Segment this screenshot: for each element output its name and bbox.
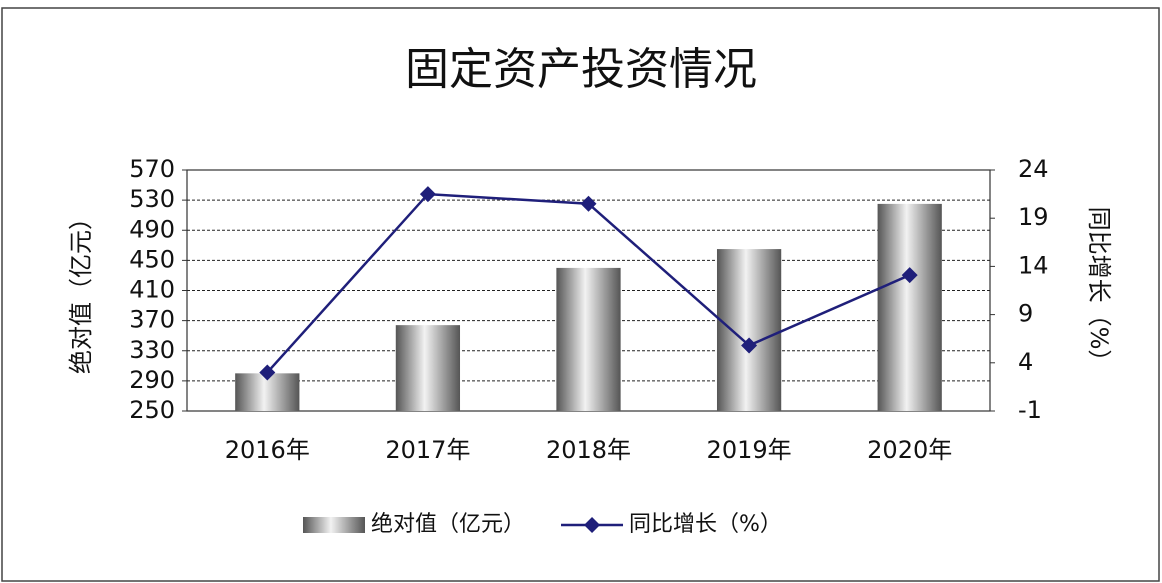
bar [716,249,782,411]
y-tick-label: 370 [129,306,175,334]
y-tick-label: 450 [129,245,175,273]
y-tick-label: 330 [129,336,175,364]
x-tick-label: 2017年 [385,436,470,464]
y-tick-label: 490 [129,215,175,243]
y2-tick-label: 19 [1018,203,1049,231]
y2-tick-label: 4 [1018,348,1033,376]
x-tick-label: 2016年 [225,436,310,464]
bar [395,325,461,411]
y-tick-label: 530 [129,185,175,213]
y-tick-label: 410 [129,276,175,304]
y2-tick-label: 24 [1018,155,1049,183]
y2-tick-label: -1 [1018,396,1042,424]
legend-label: 同比增长（%） [629,512,782,537]
legend-label: 绝对值（亿元） [371,512,525,537]
legend-marker [584,517,601,533]
x-tick-label: 2019年 [707,436,792,464]
x-tick-label: 2018年 [546,436,631,464]
bar [556,267,621,411]
line-marker [901,267,918,284]
y-tick-label: 570 [129,155,175,183]
y-tick-label: 250 [129,396,175,424]
y2-tick-label: 14 [1018,251,1049,279]
line-marker [741,337,758,354]
y-axis-label: 绝对值（亿元） [67,206,95,374]
y2-axis-label: 同比增长（%） [1085,207,1113,374]
bar [877,203,942,411]
line-marker [419,186,436,203]
y2-tick-label: 9 [1018,300,1033,328]
x-tick-label: 2020年 [867,436,952,464]
legend-swatch [303,517,365,533]
y-tick-label: 290 [129,366,175,394]
chart-title: 固定资产投资情况 [405,44,757,95]
line-marker [259,364,276,381]
line-marker [580,195,597,212]
